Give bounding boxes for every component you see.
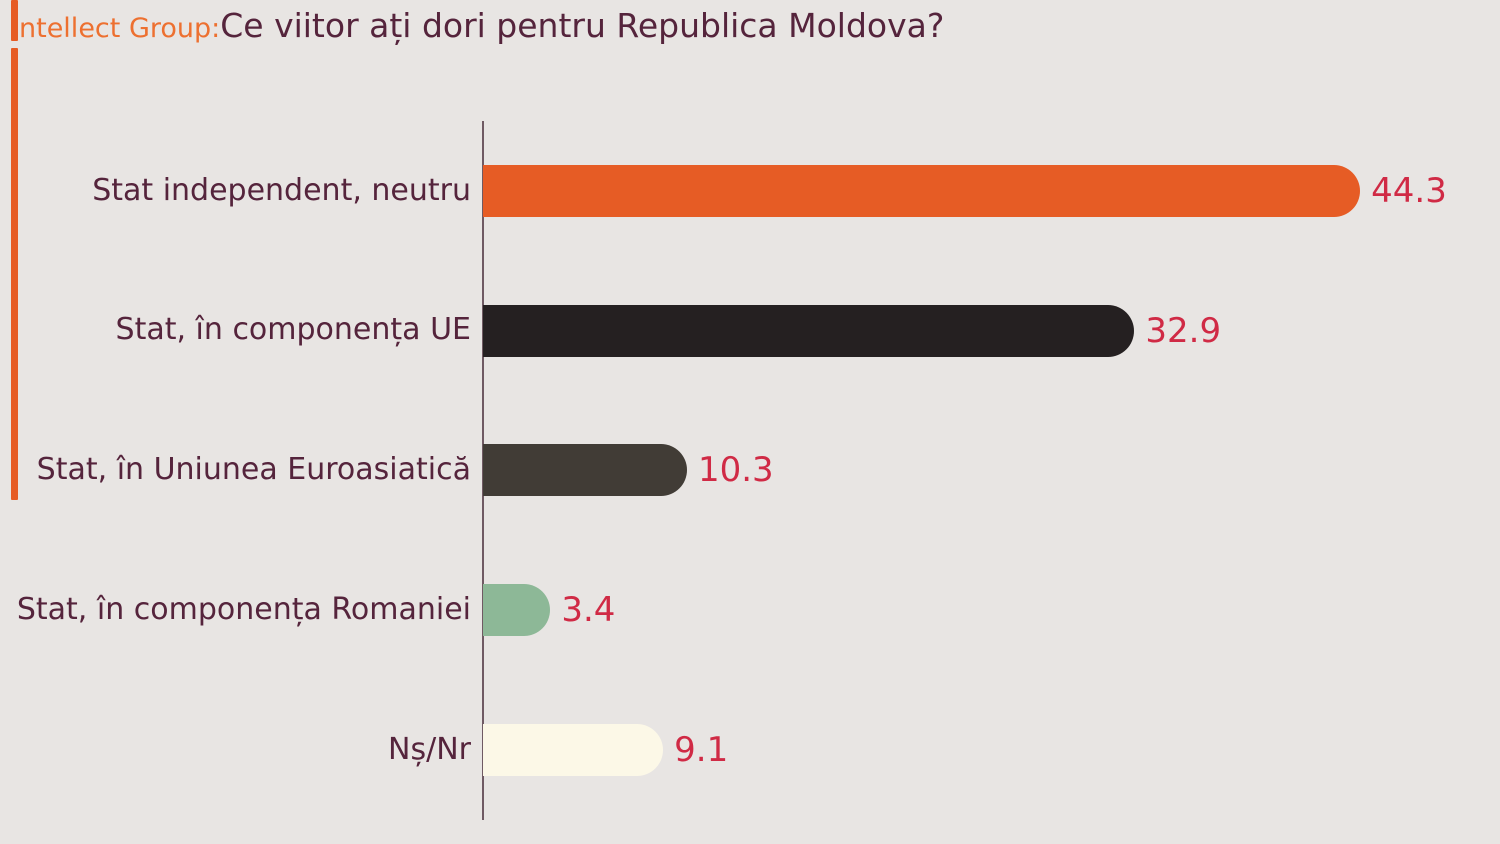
value-label: 32.9 bbox=[1145, 310, 1222, 351]
bar-track: 10.3 bbox=[483, 444, 1500, 497]
chart-row: Nș/Nr 9.1 bbox=[0, 680, 1500, 820]
brand-label: ntellect Group: bbox=[19, 13, 221, 44]
bar bbox=[483, 304, 1135, 357]
chart-title: Ce viitor ați dori pentru Republica Mold… bbox=[220, 6, 945, 45]
bar bbox=[483, 584, 551, 637]
bar bbox=[483, 724, 664, 777]
brand-accent-bar bbox=[11, 48, 18, 500]
bar-track: 3.4 bbox=[483, 584, 1500, 637]
bar-chart: Stat independent, neutru 44.3 Stat, în c… bbox=[0, 121, 1500, 820]
value-label: 44.3 bbox=[1371, 170, 1447, 211]
brand-accent-bar-top bbox=[11, 0, 18, 41]
chart-row: Stat, în componența Romaniei 3.4 bbox=[0, 540, 1500, 680]
category-label: Stat, în Uniunea Euroasiatică bbox=[36, 452, 471, 488]
category-label: Nș/Nr bbox=[388, 731, 471, 767]
value-label: 10.3 bbox=[697, 450, 774, 491]
category-label: Stat independent, neutru bbox=[92, 172, 471, 208]
bar bbox=[483, 444, 687, 497]
bar bbox=[483, 164, 1361, 217]
chart-row: Stat, în Uniunea Euroasiatică 10.3 bbox=[0, 401, 1500, 541]
value-label: 3.4 bbox=[561, 590, 616, 631]
chart-row: Stat independent, neutru 44.3 bbox=[0, 121, 1500, 261]
bar-track: 44.3 bbox=[483, 164, 1500, 217]
chart-row: Stat, în componența UE 32.9 bbox=[0, 261, 1500, 401]
category-label: Stat, în componența UE bbox=[115, 312, 471, 348]
value-label: 9.1 bbox=[674, 730, 729, 771]
bar-track: 32.9 bbox=[483, 304, 1500, 357]
header: ntellect Group: Ce viitor ați dori pentr… bbox=[19, 6, 944, 45]
bar-track: 9.1 bbox=[483, 724, 1500, 777]
category-label: Stat, în componența Romaniei bbox=[16, 592, 471, 628]
